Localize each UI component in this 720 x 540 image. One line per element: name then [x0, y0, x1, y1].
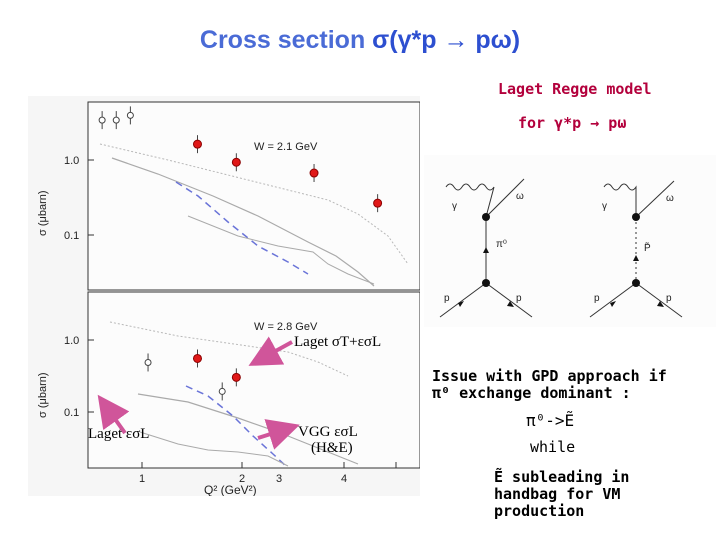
- data-point-red: [192, 353, 202, 363]
- data-point-open: [144, 358, 152, 366]
- xlabel: Q² (GeV²): [204, 483, 257, 496]
- top-panel-label: W = 2.1 GeV: [254, 141, 318, 153]
- label-p-right-out: p: [666, 293, 672, 304]
- vertex-top-left: [482, 213, 490, 221]
- title-prefix: Cross section: [199, 26, 373, 54]
- label-p-left-out: p: [516, 293, 522, 304]
- label-p-right-in: p: [594, 293, 600, 304]
- label-ptilde: P̃: [644, 241, 651, 254]
- bottom-panel-frame: [87, 291, 421, 469]
- issue-line6: handbag for VM: [494, 485, 621, 503]
- top-ylabel: σ (μbarn): [37, 190, 49, 236]
- laget-l-label: Laget εσL: [88, 426, 150, 442]
- label-omega-left: ω: [516, 191, 524, 202]
- data-point-red: [192, 139, 202, 149]
- feynman-diagrams: γ ω π⁰ p p γ ω P̃ p p: [424, 155, 716, 327]
- arrow-laget-l: [97, 394, 130, 435]
- data-point-open: [112, 116, 120, 124]
- label-gamma-right: γ: [602, 201, 607, 212]
- laget-extra-curve-bottom: [139, 431, 289, 467]
- data-point-red: [231, 157, 241, 167]
- feynman-diagrams-svg: γ ω π⁰ p p γ ω P̃ p p: [439, 178, 683, 318]
- vgg-label-line1: VGG εσL: [298, 424, 358, 440]
- vertex-bottom-left: [482, 279, 490, 287]
- label-omega-right: ω: [666, 193, 674, 204]
- slide-title: Cross section σ(γ*p → pω): [0, 26, 720, 55]
- data-point-red: [309, 168, 319, 178]
- label-p-left-in: p: [444, 293, 450, 304]
- omega-line-right: [635, 180, 675, 218]
- model-label-line2: for γ*p → pω: [518, 114, 627, 132]
- issue-line5: Ẽ subleading in: [494, 468, 630, 486]
- issue-line1: Issue with GPD approach if: [432, 367, 667, 385]
- top-ytick-1: 1.0: [64, 155, 79, 167]
- issue-line7: production: [494, 502, 585, 520]
- cross-section-plots: W = 2.1 GeV 1.0 0.1 σ (μbarn) W = 2.8 Ge…: [37, 101, 421, 497]
- cross-section-figure: W = 2.1 GeV 1.0 0.1 σ (μbarn) W = 2.8 Ge…: [28, 96, 421, 497]
- omega-line-left: [485, 178, 525, 218]
- issue-line4: while: [530, 438, 576, 456]
- arrow-vgg: [257, 419, 300, 450]
- issue-line3: π⁰->Ẽ: [526, 411, 575, 430]
- label-gamma-left: γ: [452, 201, 457, 212]
- bottom-panel-label: W = 2.8 GeV: [254, 321, 318, 333]
- bottom-ytick-1: 1.0: [64, 335, 79, 347]
- vertex-top-right: [632, 213, 640, 221]
- top-ytick-2: 0.1: [64, 230, 79, 242]
- model-label-line1: Laget Regge model: [498, 80, 652, 98]
- xtick-4: 4: [341, 473, 347, 485]
- label-pi0: π⁰: [496, 239, 507, 250]
- top-panel-frame: [87, 101, 421, 291]
- vgg-curve-bottom: [185, 385, 289, 469]
- xtick-2: 2: [239, 473, 245, 485]
- arrow-laget-sum: [248, 336, 293, 366]
- vertex-bottom-right: [632, 279, 640, 287]
- data-point-open: [218, 387, 226, 395]
- laget-extra-curve-top: [187, 215, 375, 285]
- data-point-red: [373, 198, 383, 208]
- photon-line-right: [603, 183, 637, 217]
- laget-sum-curve-top: [99, 143, 409, 265]
- title-formula: σ(γ*p → pω): [372, 26, 521, 54]
- vgg-curve-top: [175, 181, 309, 275]
- photon-line-left: [445, 183, 495, 218]
- vgg-label-line2: (H&E): [311, 440, 353, 456]
- xtick-3: 3: [276, 473, 282, 485]
- bottom-ylabel: σ (μbarn): [37, 372, 49, 418]
- data-point-open: [126, 111, 134, 119]
- issue-line2: π⁰ exchange dominant :: [432, 384, 631, 402]
- bottom-ytick-2: 0.1: [64, 407, 79, 419]
- laget-sum-label: Laget σT+εσL: [294, 334, 382, 350]
- data-point-open: [98, 116, 106, 124]
- data-point-red: [231, 372, 241, 382]
- laget-l-curve-bottom: [137, 393, 359, 465]
- xtick-1: 1: [139, 473, 145, 485]
- laget-l-curve-top: [111, 157, 375, 287]
